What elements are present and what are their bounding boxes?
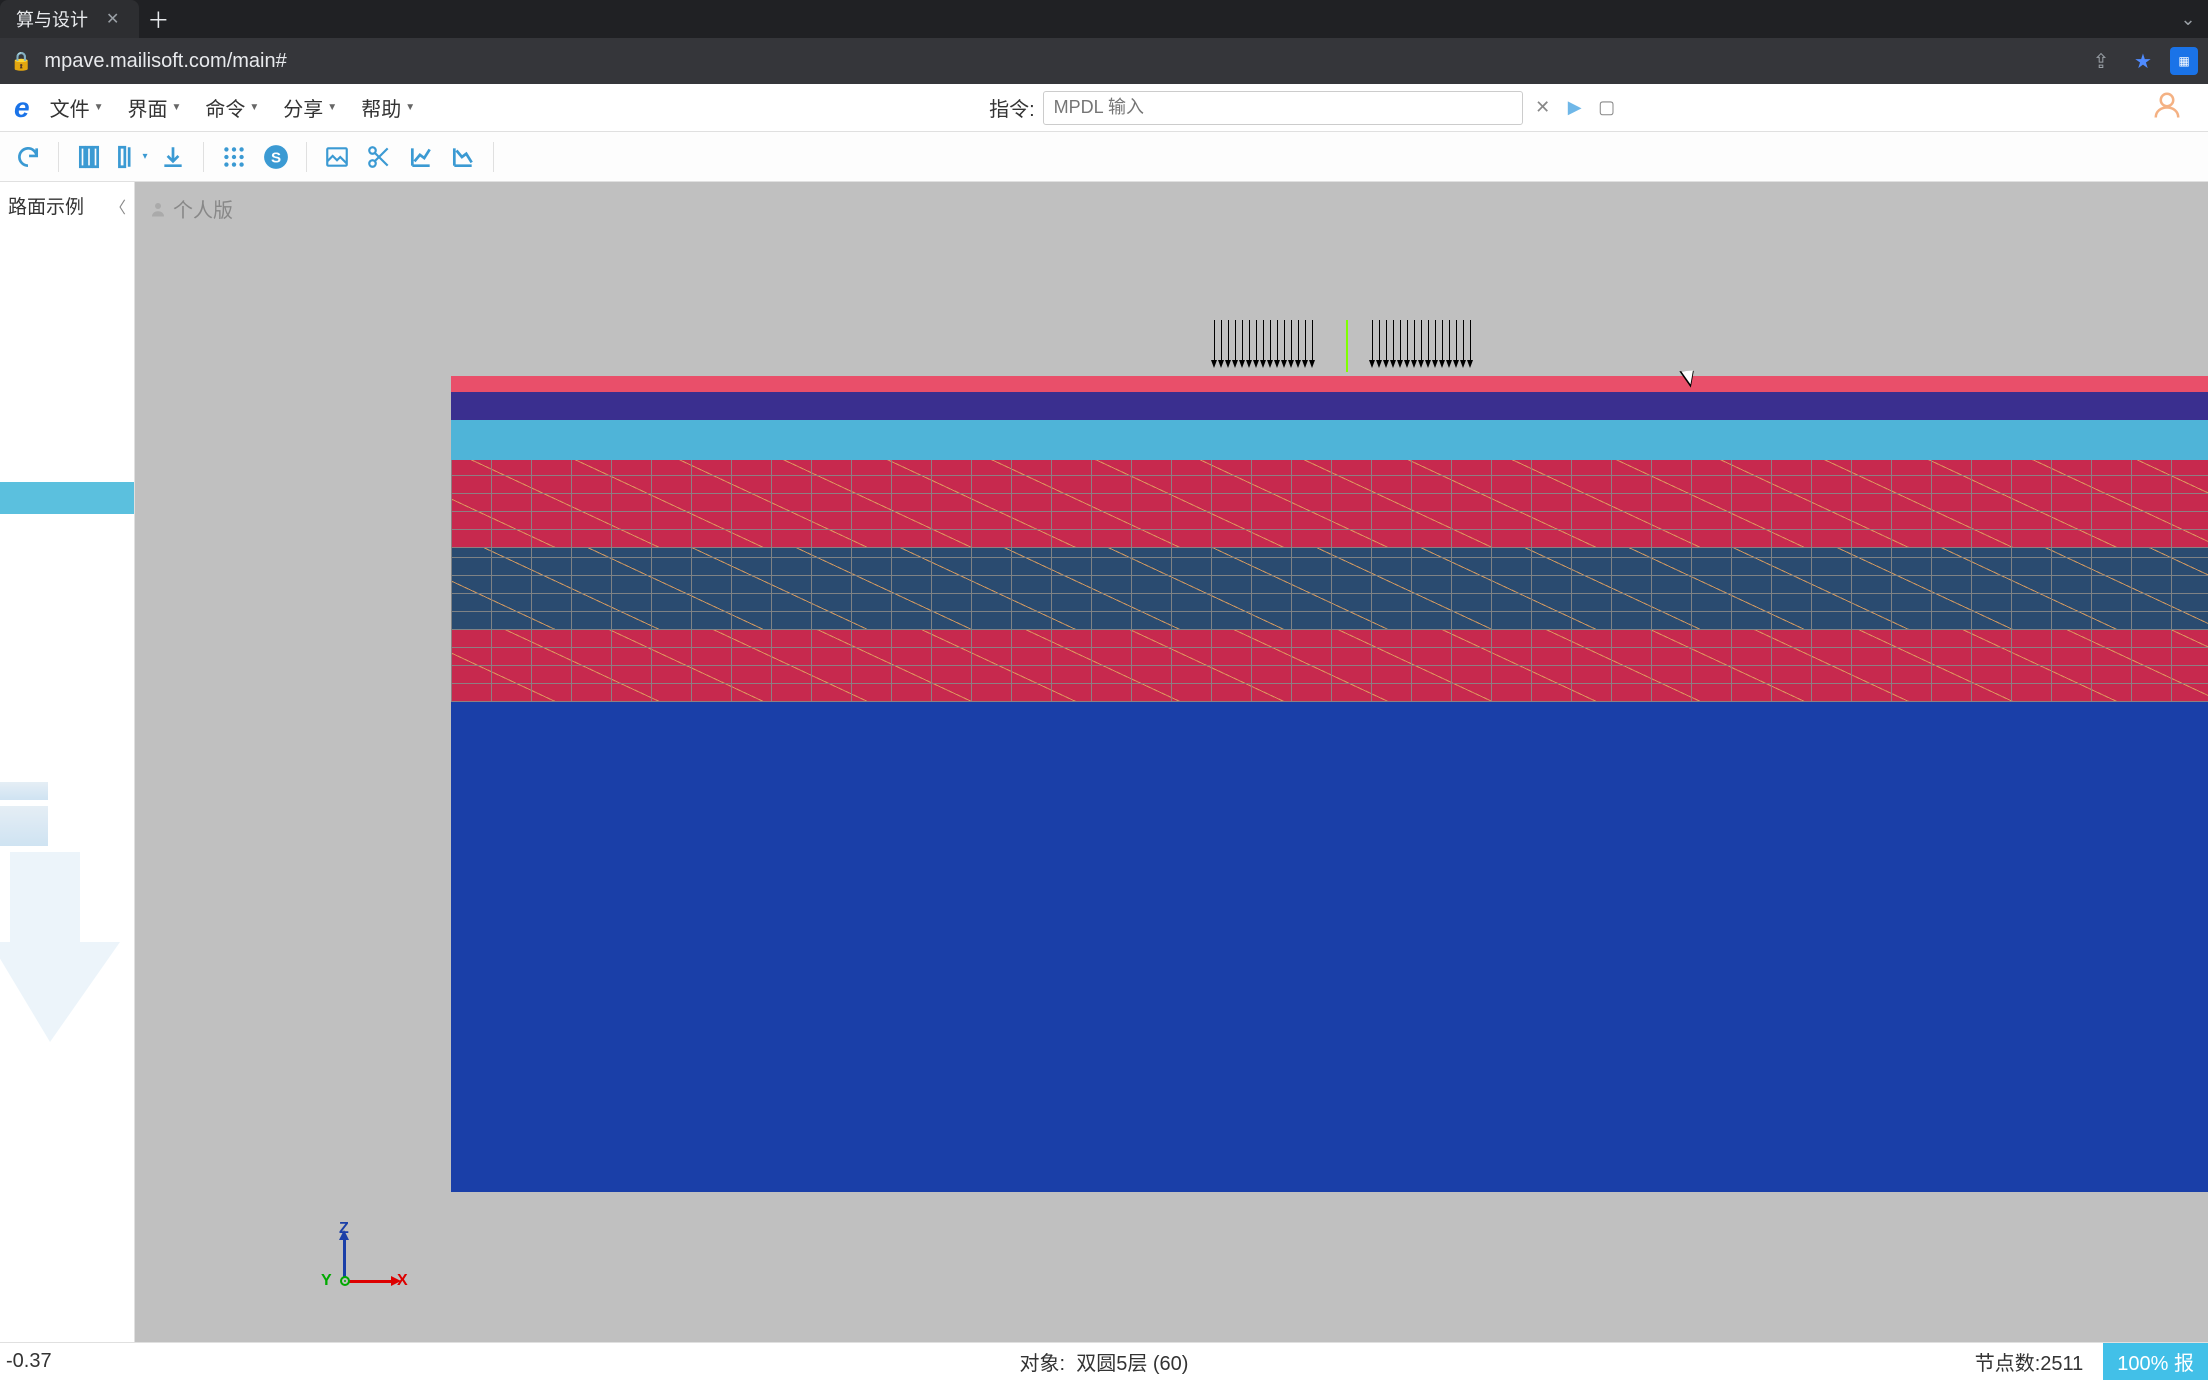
load-separator (1346, 320, 1348, 372)
app-menubar: e 文件▼ 界面▼ 命令▼ 分享▼ 帮助▼ 指令: ✕ ▶ ▢ (0, 84, 2208, 132)
load-arrows-left (1211, 320, 1316, 372)
status-nodes-value: 2511 (2040, 1353, 2083, 1375)
axis-x-line (345, 1280, 393, 1283)
sidebar-ghost (0, 806, 48, 846)
layer-subgrade (451, 702, 2208, 1192)
svg-text:S: S (271, 149, 281, 166)
sidebar-title-row: 路面示例 〈 (0, 182, 134, 229)
status-object-value: 双圆5层 (60) (1076, 1353, 1188, 1375)
user-icon (2152, 90, 2182, 125)
command-input[interactable] (1043, 91, 1523, 125)
status-nodes: 节点数:2511 (1975, 1347, 2084, 1376)
model-layers (451, 376, 2208, 1192)
sidebar: 路面示例 〈 (0, 182, 135, 1342)
command-window-icon[interactable]: ▢ (1595, 96, 1619, 120)
status-object-label: 对象: (1020, 1353, 1066, 1375)
scissors-icon[interactable] (361, 139, 397, 175)
layer-surface-3 (451, 420, 2208, 460)
load-arrows-right (1369, 320, 1474, 372)
menu-file-label: 文件 (50, 93, 90, 122)
menu-command[interactable]: 命令▼ (195, 87, 269, 128)
command-clear-icon[interactable]: ✕ (1531, 96, 1555, 120)
share-icon[interactable]: ⇪ (2086, 49, 2116, 74)
layer-mesh-2 (451, 548, 2208, 630)
app-toolbar: S (0, 132, 2208, 182)
statusbar: -0.37 对象: 双圆5层 (60) 节点数:2511 100% 报 (0, 1342, 2208, 1380)
columns-icon[interactable] (71, 139, 107, 175)
axis-y-dot (340, 1276, 350, 1286)
bookmark-star-icon[interactable]: ★ (2128, 49, 2158, 74)
layer-surface-1 (451, 376, 2208, 392)
version-label: 个人版 (173, 194, 233, 223)
status-coord: -0.37 (0, 1350, 52, 1373)
tab-close-icon[interactable]: ✕ (106, 9, 119, 29)
mouse-cursor (1684, 366, 1698, 386)
download-icon[interactable] (155, 139, 191, 175)
chart-up-icon[interactable] (403, 139, 439, 175)
browser-address-bar: 🔒 mpave.mailisoft.com/main# ⇪ ★ ▦ (0, 38, 2208, 84)
menu-interface[interactable]: 界面▼ (117, 87, 191, 128)
sidebar-ghost (0, 782, 48, 800)
browser-tabstrip: 算与设计 ✕ ＋ ⌄ (0, 0, 2208, 38)
user-area[interactable] (2152, 90, 2200, 125)
menu-share[interactable]: 分享▼ (273, 87, 347, 128)
half-icon[interactable] (113, 139, 149, 175)
axis-x-label: X (397, 1272, 408, 1290)
lock-icon: 🔒 (10, 51, 32, 72)
layer-mesh-1 (451, 460, 2208, 548)
image-icon[interactable] (319, 139, 355, 175)
tab-title: 算与设计 (16, 6, 88, 32)
toolbar-sep (493, 142, 494, 172)
sidebar-title: 路面示例 (8, 192, 84, 219)
status-progress: 100% 报 (2103, 1343, 2208, 1380)
status-nodes-label: 节点数: (1975, 1353, 2041, 1375)
layer-surface-2 (451, 392, 2208, 420)
version-tag: 个人版 (149, 194, 233, 223)
menu-help-label: 帮助 (361, 93, 401, 122)
command-label: 指令: (989, 93, 1035, 122)
tab-overflow-icon[interactable]: ⌄ (2168, 0, 2208, 38)
browser-tab[interactable]: 算与设计 ✕ (0, 0, 139, 38)
app-logo[interactable]: e (8, 92, 36, 124)
grid-icon[interactable] (216, 139, 252, 175)
url-text[interactable]: mpave.mailisoft.com/main# (44, 50, 2074, 73)
status-right: 节点数:2511 100% 报 (1975, 1343, 2208, 1380)
chart-down-icon[interactable] (445, 139, 481, 175)
new-tab-button[interactable]: ＋ (139, 0, 177, 38)
toolbar-sep (58, 142, 59, 172)
sidebar-arrow-graphic (0, 852, 135, 1052)
menu-file[interactable]: 文件▼ (40, 87, 114, 128)
menu-share-label: 分享 (283, 93, 323, 122)
sidebar-item-active[interactable] (0, 482, 134, 514)
toolbar-sep (306, 142, 307, 172)
menu-help[interactable]: 帮助▼ (351, 87, 425, 128)
refresh-icon[interactable] (10, 139, 46, 175)
status-object: 对象: 双圆5层 (60) (1020, 1347, 1189, 1376)
layer-mesh-3 (451, 630, 2208, 702)
toolbar-sep (203, 142, 204, 172)
command-area: 指令: ✕ ▶ ▢ (989, 91, 1619, 125)
canvas[interactable]: 个人版 Z X Y (135, 182, 2208, 1342)
axis-y-label: Y (321, 1272, 332, 1290)
main-area: 路面示例 〈 个人版 (0, 182, 2208, 1342)
extension-badge[interactable]: ▦ (2170, 47, 2198, 75)
s-badge-icon[interactable]: S (258, 139, 294, 175)
axis-triad: Z X Y (315, 1220, 415, 1300)
command-run-icon[interactable]: ▶ (1563, 96, 1587, 120)
sidebar-collapse-icon[interactable]: 〈 (110, 194, 126, 218)
menu-command-label: 命令 (205, 93, 245, 122)
menu-interface-label: 界面 (127, 93, 167, 122)
